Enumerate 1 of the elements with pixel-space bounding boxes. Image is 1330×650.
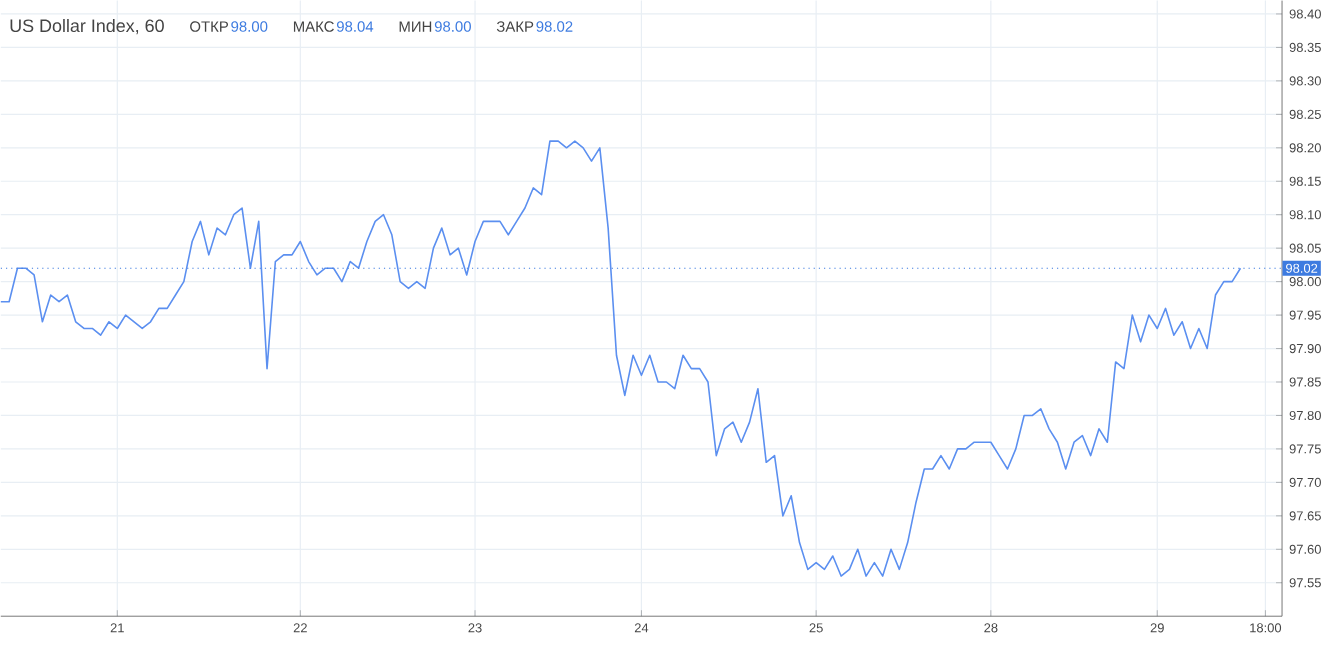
text: US Dollar Index, 60 [10, 18, 164, 35]
